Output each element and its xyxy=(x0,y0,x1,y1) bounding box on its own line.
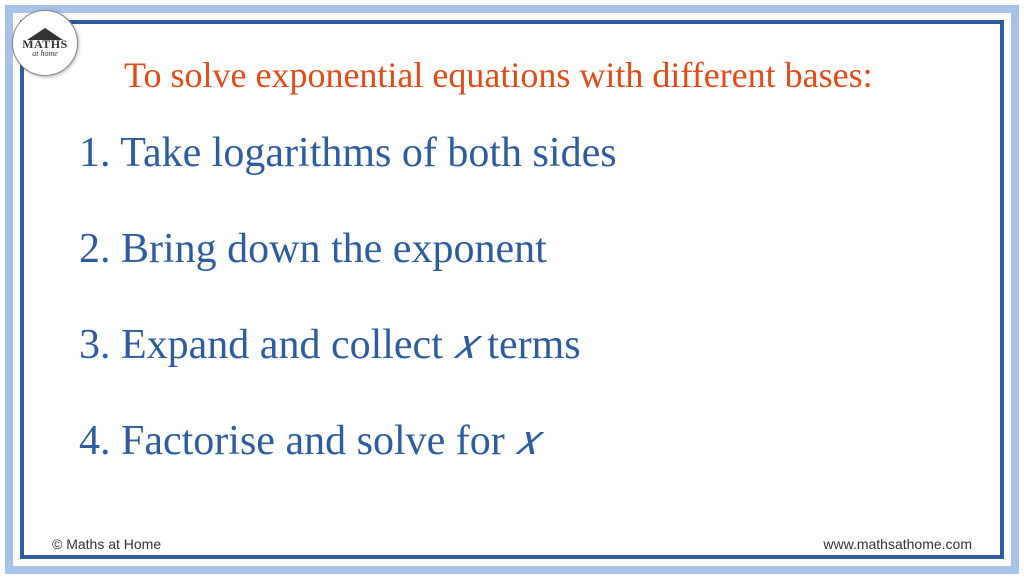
step-4: 4. Factorise and solve for 𝑥 xyxy=(79,417,970,465)
step-number: 3. xyxy=(79,322,111,368)
footer-copyright: © Maths at Home xyxy=(52,536,161,552)
logo-badge: MATHS at home xyxy=(12,10,78,76)
footer-url: www.mathsathome.com xyxy=(823,536,972,552)
step-var: 𝑥 xyxy=(453,322,476,368)
step-number: 4. xyxy=(79,418,111,464)
step-1: 1. Take logarithms of both sides xyxy=(79,129,970,177)
step-text: Factorise and solve for xyxy=(121,418,515,464)
step-number: 2. xyxy=(79,226,111,272)
inner-border: To solve exponential equations with diff… xyxy=(20,20,1004,559)
step-number: 1. xyxy=(79,130,111,176)
step-var: 𝑥 xyxy=(515,418,538,464)
step-text: Take logarithms of both sides xyxy=(120,130,616,176)
slide-title: To solve exponential equations with diff… xyxy=(124,54,970,96)
steps-list: 1. Take logarithms of both sides 2. Brin… xyxy=(79,129,970,513)
step-3: 3. Expand and collect 𝑥 terms xyxy=(79,321,970,369)
step-text-after: terms xyxy=(477,322,581,368)
step-2: 2. Bring down the exponent xyxy=(79,225,970,273)
step-text: Expand and collect xyxy=(121,322,453,368)
step-text: Bring down the exponent xyxy=(121,226,547,272)
logo-sub-text: at home xyxy=(32,50,58,58)
